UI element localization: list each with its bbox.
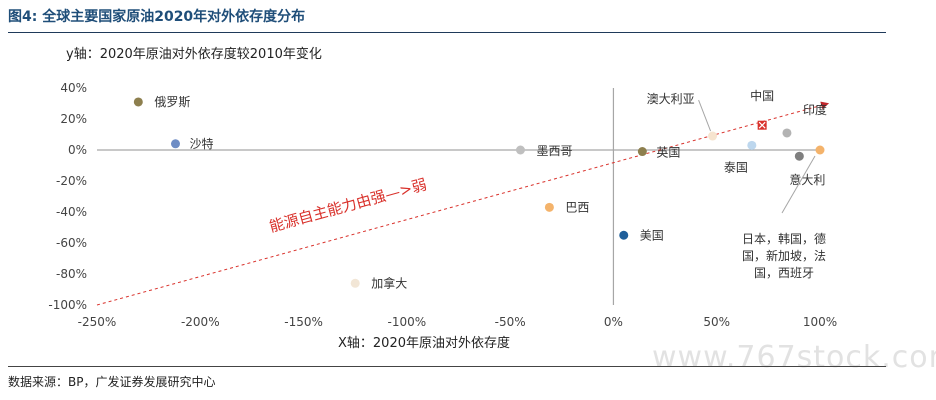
data-point-label: 巴西 <box>565 200 589 214</box>
x-tick-label: 0% <box>604 315 623 329</box>
data-point <box>794 151 804 161</box>
data-point-label: 美国 <box>640 228 664 242</box>
x-tick-label: -50% <box>495 315 526 329</box>
y-tick-label: 20% <box>60 112 87 126</box>
data-point-label: 印度 <box>803 102 827 117</box>
y-tick-label: 0% <box>68 143 87 157</box>
y-tick-label: -20% <box>56 174 87 188</box>
data-point <box>708 131 718 141</box>
data-point <box>637 147 647 157</box>
data-point <box>515 145 525 155</box>
data-point-label: 意大利 <box>789 172 825 187</box>
data-point <box>350 278 360 288</box>
data-point <box>619 230 629 240</box>
cluster-label-line: 国，西班牙 <box>754 266 814 280</box>
scatter-chart: y轴：2020年原油对外依存度较2010年变化 X轴：2020年原油对外依存度 … <box>48 46 837 351</box>
data-point <box>782 128 792 138</box>
x-tick-label: -100% <box>388 315 427 329</box>
leader-line-australia <box>698 99 712 132</box>
source-note: 数据来源：BP，广发证券发展研究中心 <box>8 375 216 389</box>
data-point-label: 中国 <box>750 88 774 103</box>
watermark: www.767stock.com <box>652 340 936 375</box>
data-point-label: 俄罗斯 <box>154 95 190 109</box>
y-tick-label: -100% <box>48 298 87 312</box>
x-tick-label: -150% <box>284 315 323 329</box>
cluster-label-line: 日本，韩国，德 <box>742 231 826 246</box>
x-axis-title: X轴：2020年原油对外依存度 <box>338 335 510 351</box>
trend-arrow-label: 能源自主能力由强—>弱 <box>267 175 429 236</box>
data-point <box>133 97 143 107</box>
x-tick-label: 50% <box>703 315 730 329</box>
data-point-label: 英国 <box>656 146 680 160</box>
trend-arrow <box>96 101 830 306</box>
data-point-label: 加拿大 <box>371 275 407 290</box>
data-point <box>170 139 180 149</box>
y-tick-label: -60% <box>56 236 87 250</box>
x-tick-label: -200% <box>181 315 220 329</box>
title-rule <box>8 32 886 33</box>
leader-line-cluster <box>781 155 816 214</box>
data-point <box>747 140 757 150</box>
data-point-china-mark <box>758 121 766 129</box>
data-point-label: 泰国 <box>724 160 748 174</box>
x-tick-label: 100% <box>803 315 837 329</box>
source-rule <box>8 366 886 367</box>
data-point-label: 墨西哥 <box>536 144 572 158</box>
x-tick-label: -250% <box>78 315 117 329</box>
data-point <box>815 145 825 155</box>
y-axis-title: y轴：2020年原油对外依存度较2010年变化 <box>66 46 322 62</box>
y-tick-label: -40% <box>56 205 87 219</box>
y-tick-label: -80% <box>56 267 87 281</box>
cluster-label-line: 国，新加坡，法 <box>742 248 826 263</box>
figure-title: 图4: 全球主要国家原油2020年对外依存度分布 <box>8 9 306 25</box>
data-point-label: 沙特 <box>189 136 213 151</box>
y-tick-label: 40% <box>60 81 87 95</box>
data-point-label: 澳大利亚 <box>647 92 695 106</box>
data-point <box>544 202 554 212</box>
